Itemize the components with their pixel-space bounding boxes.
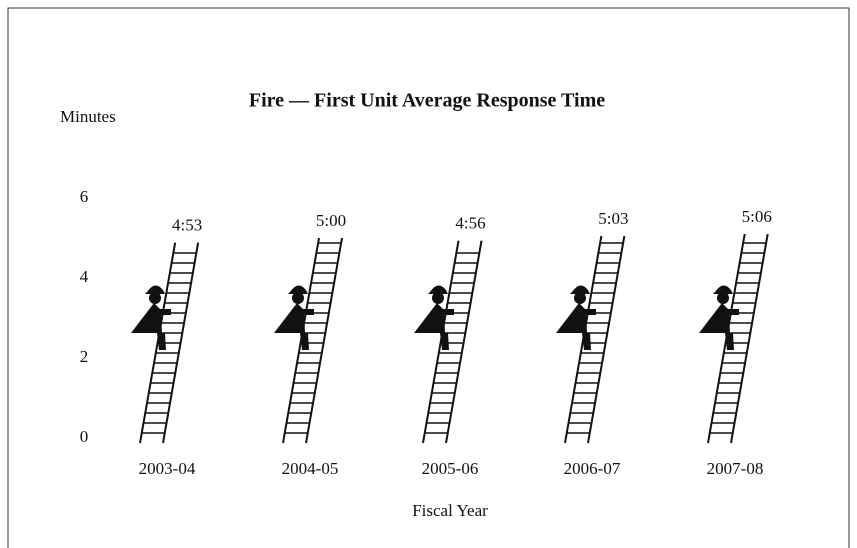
coat xyxy=(556,303,587,333)
ladder-rail xyxy=(422,240,460,444)
x-tick-label: 2004-05 xyxy=(282,459,339,478)
arm xyxy=(157,309,171,315)
head xyxy=(432,292,444,304)
leg xyxy=(157,333,166,350)
firefighter-icon xyxy=(274,285,314,350)
leg xyxy=(582,333,591,350)
ladder-rail xyxy=(445,240,483,444)
x-tick-label: 2003-04 xyxy=(139,459,196,478)
x-tick-label: 2007-08 xyxy=(707,459,764,478)
hat xyxy=(713,285,733,294)
x-tick-label: 2006-07 xyxy=(564,459,621,478)
coat xyxy=(131,303,162,333)
hat xyxy=(288,285,308,294)
ladder-rail xyxy=(162,242,200,444)
leg xyxy=(300,333,309,350)
ladder xyxy=(564,235,626,444)
y-axis-label: Minutes xyxy=(60,107,116,126)
ladder xyxy=(707,233,769,444)
arm xyxy=(300,309,314,315)
head xyxy=(292,292,304,304)
head xyxy=(149,292,161,304)
head xyxy=(717,292,729,304)
firefighter-icon xyxy=(556,285,596,350)
y-tick-label: 4 xyxy=(80,267,89,286)
value-label: 5:06 xyxy=(742,207,772,226)
arm xyxy=(725,309,739,315)
hat xyxy=(145,285,165,294)
firefighter-icon xyxy=(414,285,454,350)
firefighter-icon xyxy=(131,285,171,350)
ladder xyxy=(422,240,483,444)
y-tick-label: 6 xyxy=(80,187,89,206)
arm xyxy=(440,309,454,315)
frame xyxy=(7,7,850,548)
y-tick-label: 0 xyxy=(80,427,89,446)
ladder-rail xyxy=(730,233,769,444)
firefighter-icon xyxy=(699,285,739,350)
value-label: 4:53 xyxy=(172,216,202,235)
y-tick-label: 2 xyxy=(80,347,89,366)
x-axis-label: Fiscal Year xyxy=(412,501,488,520)
value-label: 4:56 xyxy=(455,214,485,233)
ladder-rail xyxy=(587,235,626,444)
leg xyxy=(725,333,734,350)
value-label: 5:00 xyxy=(316,211,346,230)
hat xyxy=(428,285,448,294)
arm xyxy=(582,309,596,315)
coat xyxy=(274,303,305,333)
value-label: 5:03 xyxy=(598,209,628,228)
ladder xyxy=(282,237,343,444)
head xyxy=(574,292,586,304)
x-tick-label: 2005-06 xyxy=(422,459,479,478)
coat xyxy=(414,303,445,333)
leg xyxy=(440,333,449,350)
chart-title: Fire — First Unit Average Response Time xyxy=(249,90,605,112)
ladder xyxy=(139,242,200,444)
coat xyxy=(699,303,730,333)
ladder-rail xyxy=(305,237,343,444)
hat xyxy=(570,285,590,294)
